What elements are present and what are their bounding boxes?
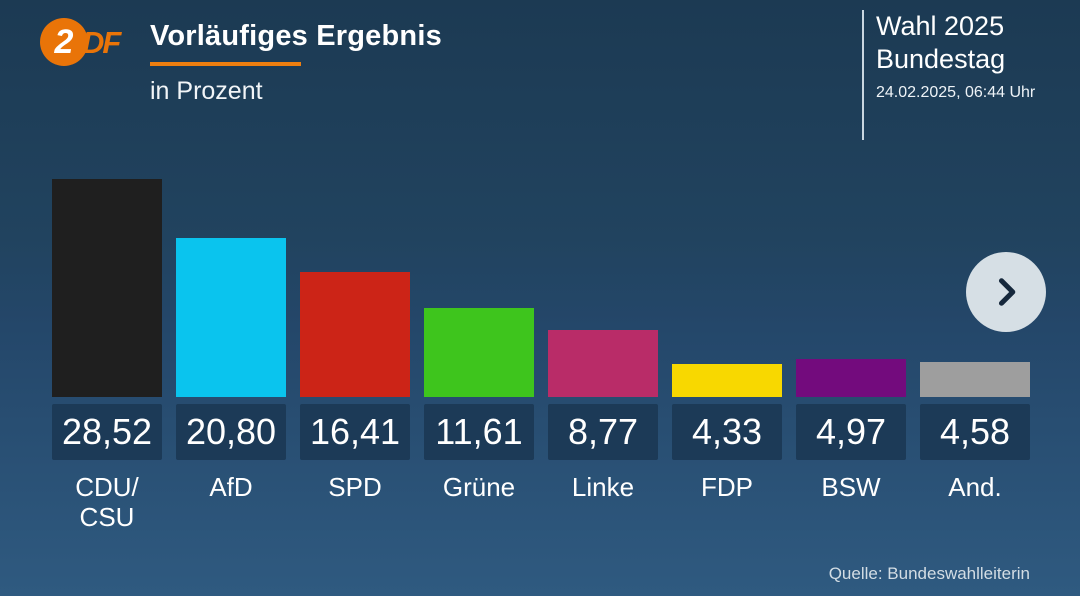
bar-label: AfD <box>209 472 253 502</box>
bar <box>176 238 286 397</box>
bar <box>920 362 1030 397</box>
bar-area <box>176 177 286 397</box>
bar-area <box>548 177 658 397</box>
timestamp: 24.02.2025, 06:44 Uhr <box>876 84 1036 101</box>
bar-value: 28,52 <box>52 404 162 460</box>
title-underline <box>150 62 301 66</box>
bar <box>672 364 782 397</box>
bar-area <box>300 177 410 397</box>
bar-column-spd: 16,41 SPD <box>300 177 410 532</box>
bar <box>548 330 658 397</box>
bar-value: 16,41 <box>300 404 410 460</box>
bar-label: Grüne <box>442 472 516 502</box>
zdf-logo: 2 DF <box>40 18 121 66</box>
bar <box>424 308 534 397</box>
bar <box>52 179 162 397</box>
election-name-line1: Wahl 2025 <box>876 11 1005 41</box>
title-block: Vorläufiges Ergebnis in Prozent <box>150 20 442 106</box>
chevron-right-icon <box>998 278 1016 306</box>
bar-area <box>424 177 534 397</box>
bar-column-bsw: 4,97 BSW <box>796 177 906 532</box>
chart-subtitle: in Prozent <box>150 77 263 105</box>
bar-value: 4,97 <box>796 404 906 460</box>
bar-value: 20,80 <box>176 404 286 460</box>
carousel-next-button[interactable] <box>966 252 1046 332</box>
bar-area <box>796 177 906 397</box>
bar-area <box>52 177 162 397</box>
bar-column-linke: 8,77 Linke <box>548 177 658 532</box>
page-title: Vorläufiges Ergebnis <box>150 20 442 52</box>
bar-chart: 28,52 CDU/ CSU 20,80 AfD 16,41 SPD 11,61 Grüne 8… <box>52 177 1030 532</box>
bar-value: 8,77 <box>548 404 658 460</box>
zdf-logo-2: 2 <box>54 22 74 61</box>
bar-area <box>920 177 1030 397</box>
bar-value: 4,58 <box>920 404 1030 460</box>
election-info-panel: Wahl 2025 Bundestag 24.02.2025, 06:44 Uh… <box>862 10 1035 140</box>
bar-column-fdp: 4,33 FDP <box>672 177 782 532</box>
zdf-logo-circle: 2 <box>40 18 88 66</box>
election-name-line2: Bundestag <box>876 44 1006 74</box>
bar <box>300 272 410 397</box>
bar-value: 11,61 <box>424 404 534 460</box>
source-caption: Quelle: Bundeswahlleiterin <box>828 564 1030 583</box>
bar-area <box>672 177 782 397</box>
bar-column-cdu-csu: 28,52 CDU/ CSU <box>52 177 162 532</box>
bar-label: And. <box>948 472 1002 502</box>
bar-value: 4,33 <box>672 404 782 460</box>
bar-label: Linke <box>571 472 635 502</box>
bar-column-afd: 20,80 AfD <box>176 177 286 532</box>
bar <box>796 359 906 397</box>
bar-label: SPD <box>328 472 382 502</box>
bar-column-and-: 4,58 And. <box>920 177 1030 532</box>
bar-column-gr-ne: 11,61 Grüne <box>424 177 534 532</box>
zdf-logo-df: DF <box>82 25 121 60</box>
bar-label: BSW <box>821 472 881 502</box>
bar-label: FDP <box>701 472 753 502</box>
bar-label: CDU/ CSU <box>75 472 139 532</box>
